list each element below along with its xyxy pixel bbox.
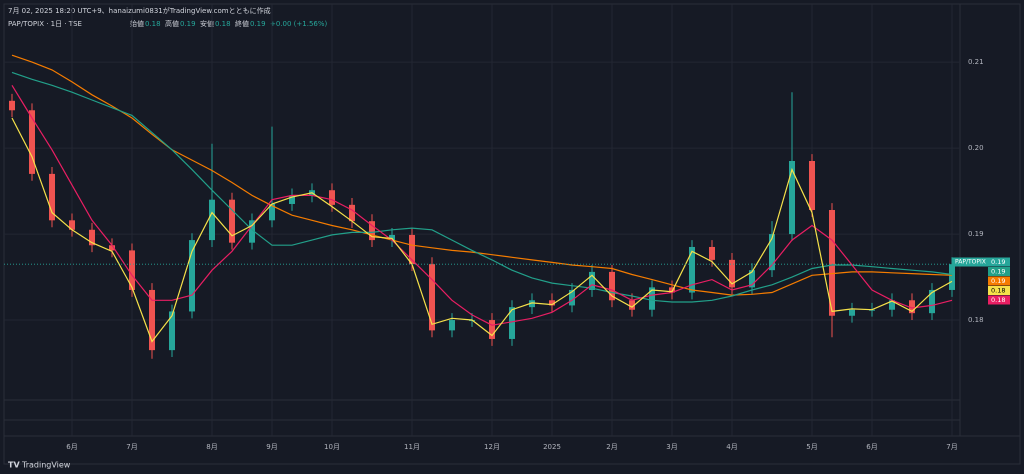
candle-body [149, 289, 155, 351]
price-tag [988, 267, 1010, 276]
candle-body [809, 160, 815, 210]
x-tick-label: 12月 [484, 443, 500, 451]
brand-logo: TV [8, 461, 20, 470]
candle-body [109, 245, 115, 251]
candle-body [609, 271, 615, 301]
candle-body [649, 287, 655, 310]
ohlc-value: 0.19 [180, 20, 196, 28]
candle-body [9, 100, 15, 111]
candle-body [189, 240, 195, 312]
candle-body [489, 320, 495, 339]
price-tag [988, 276, 1010, 286]
candle-body [909, 300, 915, 314]
candle-body [629, 300, 635, 310]
price-tag [988, 257, 1010, 267]
y-tick-label: 0.20 [968, 144, 984, 152]
ohlc-label: 終値 [235, 19, 249, 28]
candle-body [129, 250, 135, 290]
x-tick-label: 6月 [866, 443, 877, 451]
candle-body [889, 300, 895, 310]
candle-body [29, 110, 35, 174]
candle-body [249, 220, 255, 243]
candle-body [169, 311, 175, 351]
candle-body [409, 234, 415, 265]
ohlc-label: 始値 [130, 19, 144, 28]
candle-body [709, 246, 715, 260]
candle-body [829, 210, 835, 316]
ohlc-label: 安値 [200, 19, 214, 28]
y-tick-label: 0.21 [968, 58, 984, 66]
candle-body [449, 320, 455, 331]
price-tag [988, 286, 1010, 295]
x-tick-label: 9月 [266, 443, 277, 451]
candle-body [389, 234, 395, 241]
candle-body [569, 289, 575, 306]
x-tick-label: 2月 [606, 443, 617, 451]
x-tick-label: 3月 [666, 443, 677, 451]
x-tick-label: 4月 [726, 443, 737, 451]
x-tick-label: 5月 [806, 443, 817, 451]
candle-body [369, 221, 375, 241]
candle-body [789, 160, 795, 235]
symbol: PAP/TOPIX · 1日 · TSE [8, 20, 82, 28]
candle-body [529, 300, 535, 308]
ohlc-value: 0.18 [215, 20, 231, 28]
ohlc-value: 0.18 [145, 20, 161, 28]
x-tick-label: 6月 [66, 443, 77, 451]
ohlc-value: 0.19 [250, 20, 266, 28]
candle-body [209, 199, 215, 241]
candle-body [289, 195, 295, 204]
y-tick-label: 0.18 [968, 316, 984, 324]
candle-body [509, 307, 515, 339]
candle-body [749, 270, 755, 288]
x-tick-label: 7月 [946, 443, 957, 451]
x-tick-label: 7月 [126, 443, 137, 451]
candle-body [229, 199, 235, 243]
x-tick-label: 11月 [404, 443, 420, 451]
ohlc-label: 高値 [165, 19, 179, 28]
candle-body [949, 264, 955, 290]
price-tag-value: 0.19 [991, 277, 1005, 285]
candle-body [929, 289, 935, 314]
candle-body [269, 203, 275, 221]
candle-body [89, 229, 95, 246]
brand-name: TradingView [21, 461, 71, 470]
candle-body [669, 287, 675, 293]
candle-body [429, 264, 435, 331]
symbol-tag [952, 257, 988, 267]
price-tag-value: 0.18 [991, 296, 1005, 304]
x-tick-label: 10月 [324, 443, 340, 451]
symbol-tag-label: PAP/TOPIX [955, 259, 986, 266]
price-tag [988, 295, 1010, 305]
candle-body [69, 220, 75, 230]
y-tick-label: 0.19 [968, 230, 984, 238]
price-tag-value: 0.19 [991, 258, 1005, 266]
ma-line [11, 71, 953, 303]
candle-body [549, 300, 555, 306]
candle-body [589, 271, 595, 290]
candle-body [769, 234, 775, 271]
x-tick-label: 2025 [543, 443, 561, 451]
x-tick-label: 8月 [206, 443, 217, 451]
candle-body [349, 204, 355, 222]
brand: TV TradingView [8, 461, 71, 470]
candle-body [49, 173, 55, 221]
candle-body [729, 259, 735, 288]
candle-body [329, 190, 335, 205]
price-tag-value: 0.18 [991, 287, 1005, 295]
change: +0.00 (+1.56%) [270, 20, 328, 28]
ma-line [11, 84, 953, 326]
candle-body [849, 309, 855, 316]
price-tag-value: 0.19 [991, 268, 1005, 276]
candle-body [689, 246, 695, 293]
header-title: 7月 02, 2025 18:20 UTC+9、hanaizumi0831がTr… [8, 6, 271, 15]
ma-line [11, 117, 953, 343]
